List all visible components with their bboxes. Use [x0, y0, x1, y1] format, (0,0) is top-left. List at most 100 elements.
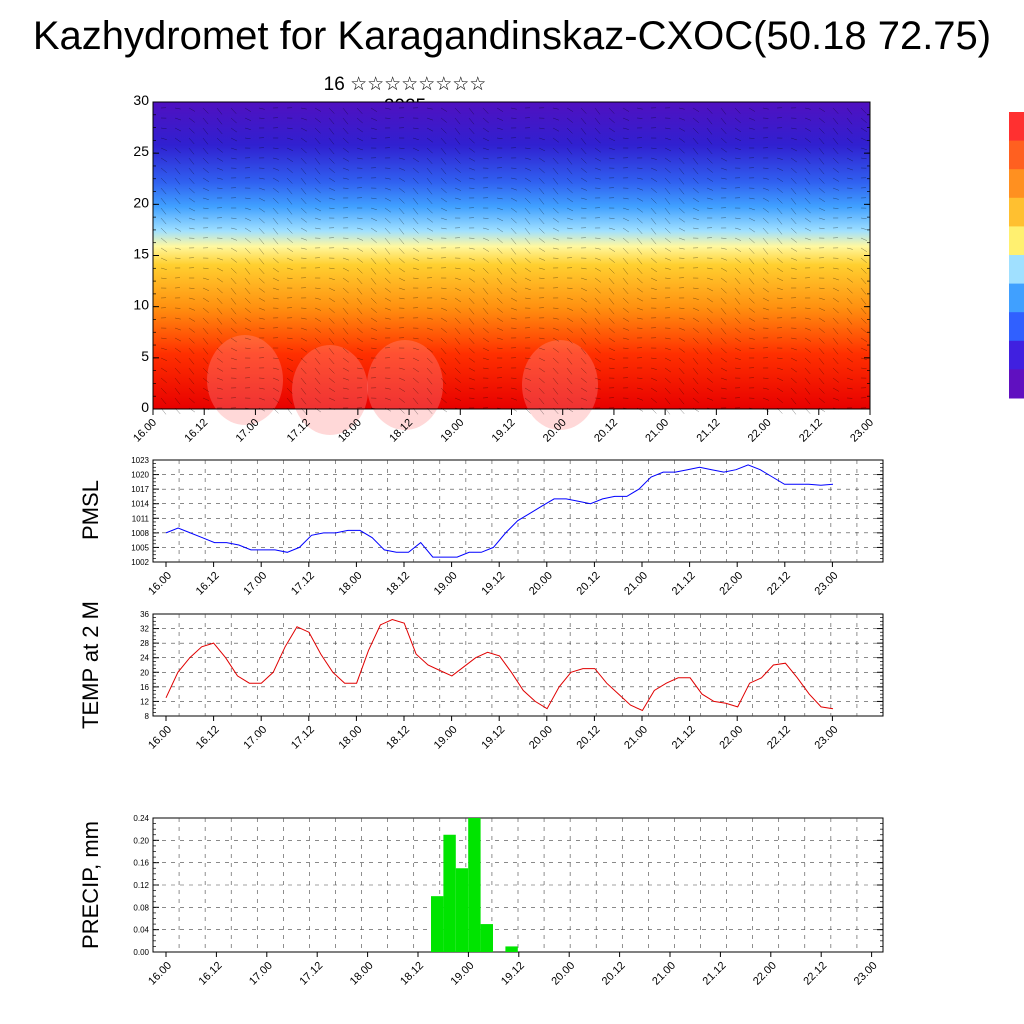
wind-barb	[398, 297, 405, 300]
wind-barb	[314, 287, 321, 289]
wind-barb	[664, 147, 672, 152]
wind-barb	[384, 237, 391, 245]
wind-barb	[174, 347, 182, 353]
wind-barb	[538, 257, 546, 261]
wind-barb	[678, 357, 685, 364]
wind-barb	[328, 357, 335, 365]
wind-barb	[286, 277, 293, 279]
wind-barb	[804, 137, 811, 143]
wind-barb	[300, 357, 307, 364]
wind-barb	[258, 247, 265, 255]
colorbar-swatch	[1009, 283, 1024, 313]
wind-barb	[468, 317, 475, 325]
wind-barb	[804, 347, 811, 353]
wind-barb	[160, 127, 167, 130]
colorbar-swatch	[1009, 197, 1024, 227]
wind-barb	[818, 387, 825, 394]
wind-barb	[608, 127, 616, 133]
wind-barb	[328, 207, 335, 209]
temp-y-tick-label: 16	[140, 683, 149, 692]
wind-barb	[650, 397, 657, 403]
wind-barb	[636, 187, 644, 191]
heatmap-y-tick-label: 10	[133, 297, 149, 313]
wind-barb	[692, 307, 700, 311]
wind-barb	[482, 217, 489, 219]
wind-barb	[286, 127, 293, 130]
wind-barb	[664, 187, 671, 195]
wind-barb	[538, 337, 545, 340]
wind-barb	[272, 147, 279, 149]
wind-barb	[398, 227, 405, 235]
wind-barb	[678, 217, 686, 223]
wind-barb	[594, 337, 601, 344]
wind-barb	[188, 127, 195, 134]
wind-barb	[538, 147, 546, 152]
wind-barb	[790, 157, 798, 163]
wind-barb	[370, 277, 377, 285]
wind-barb	[720, 357, 728, 363]
wind-barb	[412, 367, 420, 373]
wind-barb	[692, 357, 699, 365]
wind-barb	[230, 317, 237, 324]
wind-barb	[272, 237, 279, 245]
wind-barb	[384, 297, 392, 302]
precip-x-tick-label: 17.00	[247, 960, 275, 988]
wind-barb	[454, 287, 462, 292]
wind-barb	[678, 187, 685, 195]
wind-barb	[804, 307, 811, 309]
wind-barb	[216, 157, 224, 162]
wind-barb	[594, 367, 602, 372]
wind-barb	[566, 177, 573, 184]
wind-barb	[272, 387, 280, 392]
wind-barb	[412, 187, 419, 195]
wind-barb	[328, 117, 335, 125]
wind-barb	[370, 127, 377, 130]
wind-barb	[552, 327, 560, 331]
wind-barb	[216, 257, 224, 261]
wind-barb	[804, 217, 812, 223]
wind-barb	[300, 177, 307, 185]
wind-barb	[818, 307, 826, 311]
wind-barb	[608, 107, 615, 114]
wind-barb	[398, 177, 406, 182]
wind-barb	[846, 387, 853, 390]
wind-barb	[566, 347, 573, 355]
wind-barb	[538, 357, 546, 362]
wind-barb	[160, 357, 168, 361]
wind-barb	[174, 377, 181, 385]
wind-barb	[552, 247, 559, 250]
wind-barb	[692, 157, 699, 165]
wind-barb	[580, 347, 587, 355]
wind-barb	[286, 257, 294, 261]
wind-barb	[664, 257, 672, 261]
wind-barb	[244, 237, 251, 243]
precip-y-tick-label: 0.20	[133, 836, 149, 845]
wind-barb	[818, 397, 825, 403]
wind-barb	[440, 137, 447, 145]
wind-barb	[160, 227, 167, 234]
wind-barb	[356, 327, 363, 334]
wind-barb	[804, 247, 811, 250]
wind-barb	[496, 217, 504, 222]
wind-barb	[328, 297, 336, 303]
wind-barb	[776, 377, 784, 381]
wind-barb	[174, 127, 182, 132]
wind-barb	[328, 197, 335, 200]
precip-panel: 0.00 0.04 0.08 0.12 0.16 0.20 0.24 PRECIP, mm 16…	[78, 814, 884, 988]
wind-barb	[216, 267, 224, 272]
wind-barb	[426, 157, 433, 164]
wind-barb	[328, 137, 335, 145]
precip-bar	[505, 946, 518, 952]
pmsl-y-tick-label: 1020	[131, 471, 149, 480]
wind-barb	[748, 137, 755, 139]
wind-barb	[272, 197, 279, 204]
wind-barb	[398, 287, 405, 291]
wind-barb	[524, 167, 532, 171]
wind-barb	[328, 307, 335, 314]
wind-barb	[244, 267, 251, 275]
wind-barb	[832, 357, 839, 365]
precip-y-tick-label: 0.12	[133, 881, 149, 890]
wind-barb	[398, 257, 405, 264]
wind-barb	[468, 377, 476, 381]
wind-barb	[188, 177, 195, 184]
